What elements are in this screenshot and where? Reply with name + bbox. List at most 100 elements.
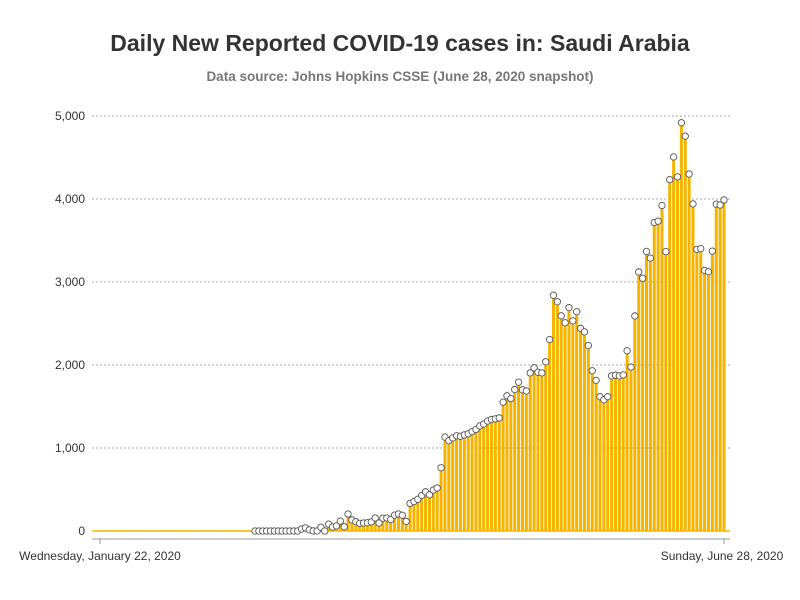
bar [447,440,451,531]
markers-layer [251,119,728,535]
data-point [569,317,577,325]
data-point [631,312,639,320]
data-point [538,369,546,377]
bar [528,372,532,531]
bar [416,499,420,531]
bar [540,372,544,531]
bar [706,271,711,531]
bar [675,176,680,532]
bar [431,490,435,531]
bar [435,488,439,531]
bar [470,431,474,531]
bar [722,199,726,531]
data-point [627,363,635,371]
bar [641,278,645,531]
data-point [642,247,651,256]
bar [551,295,555,531]
bar [497,417,501,531]
data-point [588,367,596,375]
bar [656,221,660,531]
data-point [677,119,686,127]
bar [509,398,513,531]
bar [373,517,377,531]
data-point [623,347,631,355]
data-point [584,341,592,350]
data-point [666,176,674,184]
bar [695,249,699,532]
data-point [646,254,655,262]
data-point [542,358,550,366]
x-tick-label-end: Sunday, June 28, 2020 [661,549,784,563]
data-point [720,196,728,204]
bar [687,174,691,531]
bar [532,367,536,531]
bar [412,501,416,531]
y-tick-label: 4,000 [55,192,85,206]
data-point [553,298,561,306]
bar [579,328,583,531]
data-point [344,510,352,518]
data-point [561,319,569,327]
data-point [433,484,441,492]
bar [664,251,668,531]
y-tick-label: 1,000 [55,441,85,455]
bar [389,519,393,531]
y-tick-label: 0 [78,524,85,538]
bar [358,523,362,531]
data-point [573,308,581,316]
data-point [638,274,647,282]
bar [648,258,652,531]
bar [683,136,687,531]
bar [582,331,586,531]
data-point [604,393,612,401]
y-tick-label: 5,000 [55,109,85,123]
bar [385,517,389,531]
data-point [499,398,507,406]
bar [517,382,521,531]
data-point [580,328,589,336]
bar [489,419,493,531]
bar [420,495,424,531]
bar [346,513,350,531]
bar [505,395,509,531]
bar [362,523,366,531]
bar [668,179,672,531]
bar [637,271,641,531]
bar [714,204,718,531]
bar [338,521,342,531]
data-point [549,291,558,299]
bar [625,350,629,531]
bar [598,396,602,531]
bar [536,372,540,531]
data-point [716,201,724,209]
bar [458,436,462,531]
bar [602,399,606,531]
data-point [371,514,379,522]
y-tick-label: 3,000 [55,275,85,289]
data-point [398,511,406,519]
bar [571,320,575,531]
data-point [685,170,693,178]
data-point [321,527,329,535]
bar [606,396,610,531]
data-point [557,312,565,320]
data-point [697,244,705,253]
bar [482,424,486,531]
bar [718,205,722,531]
bar [679,122,683,532]
bar [520,389,524,531]
data-point [511,385,519,394]
data-point [673,173,682,181]
data-point [689,200,697,208]
data-point [708,247,717,255]
data-point [592,376,600,385]
bar [613,375,617,531]
data-point [635,268,643,276]
bar [548,339,552,531]
bar [439,467,443,531]
bar [493,418,497,531]
bar [699,248,703,531]
data-point [332,522,341,530]
bar [462,434,466,531]
data-point [662,247,670,256]
